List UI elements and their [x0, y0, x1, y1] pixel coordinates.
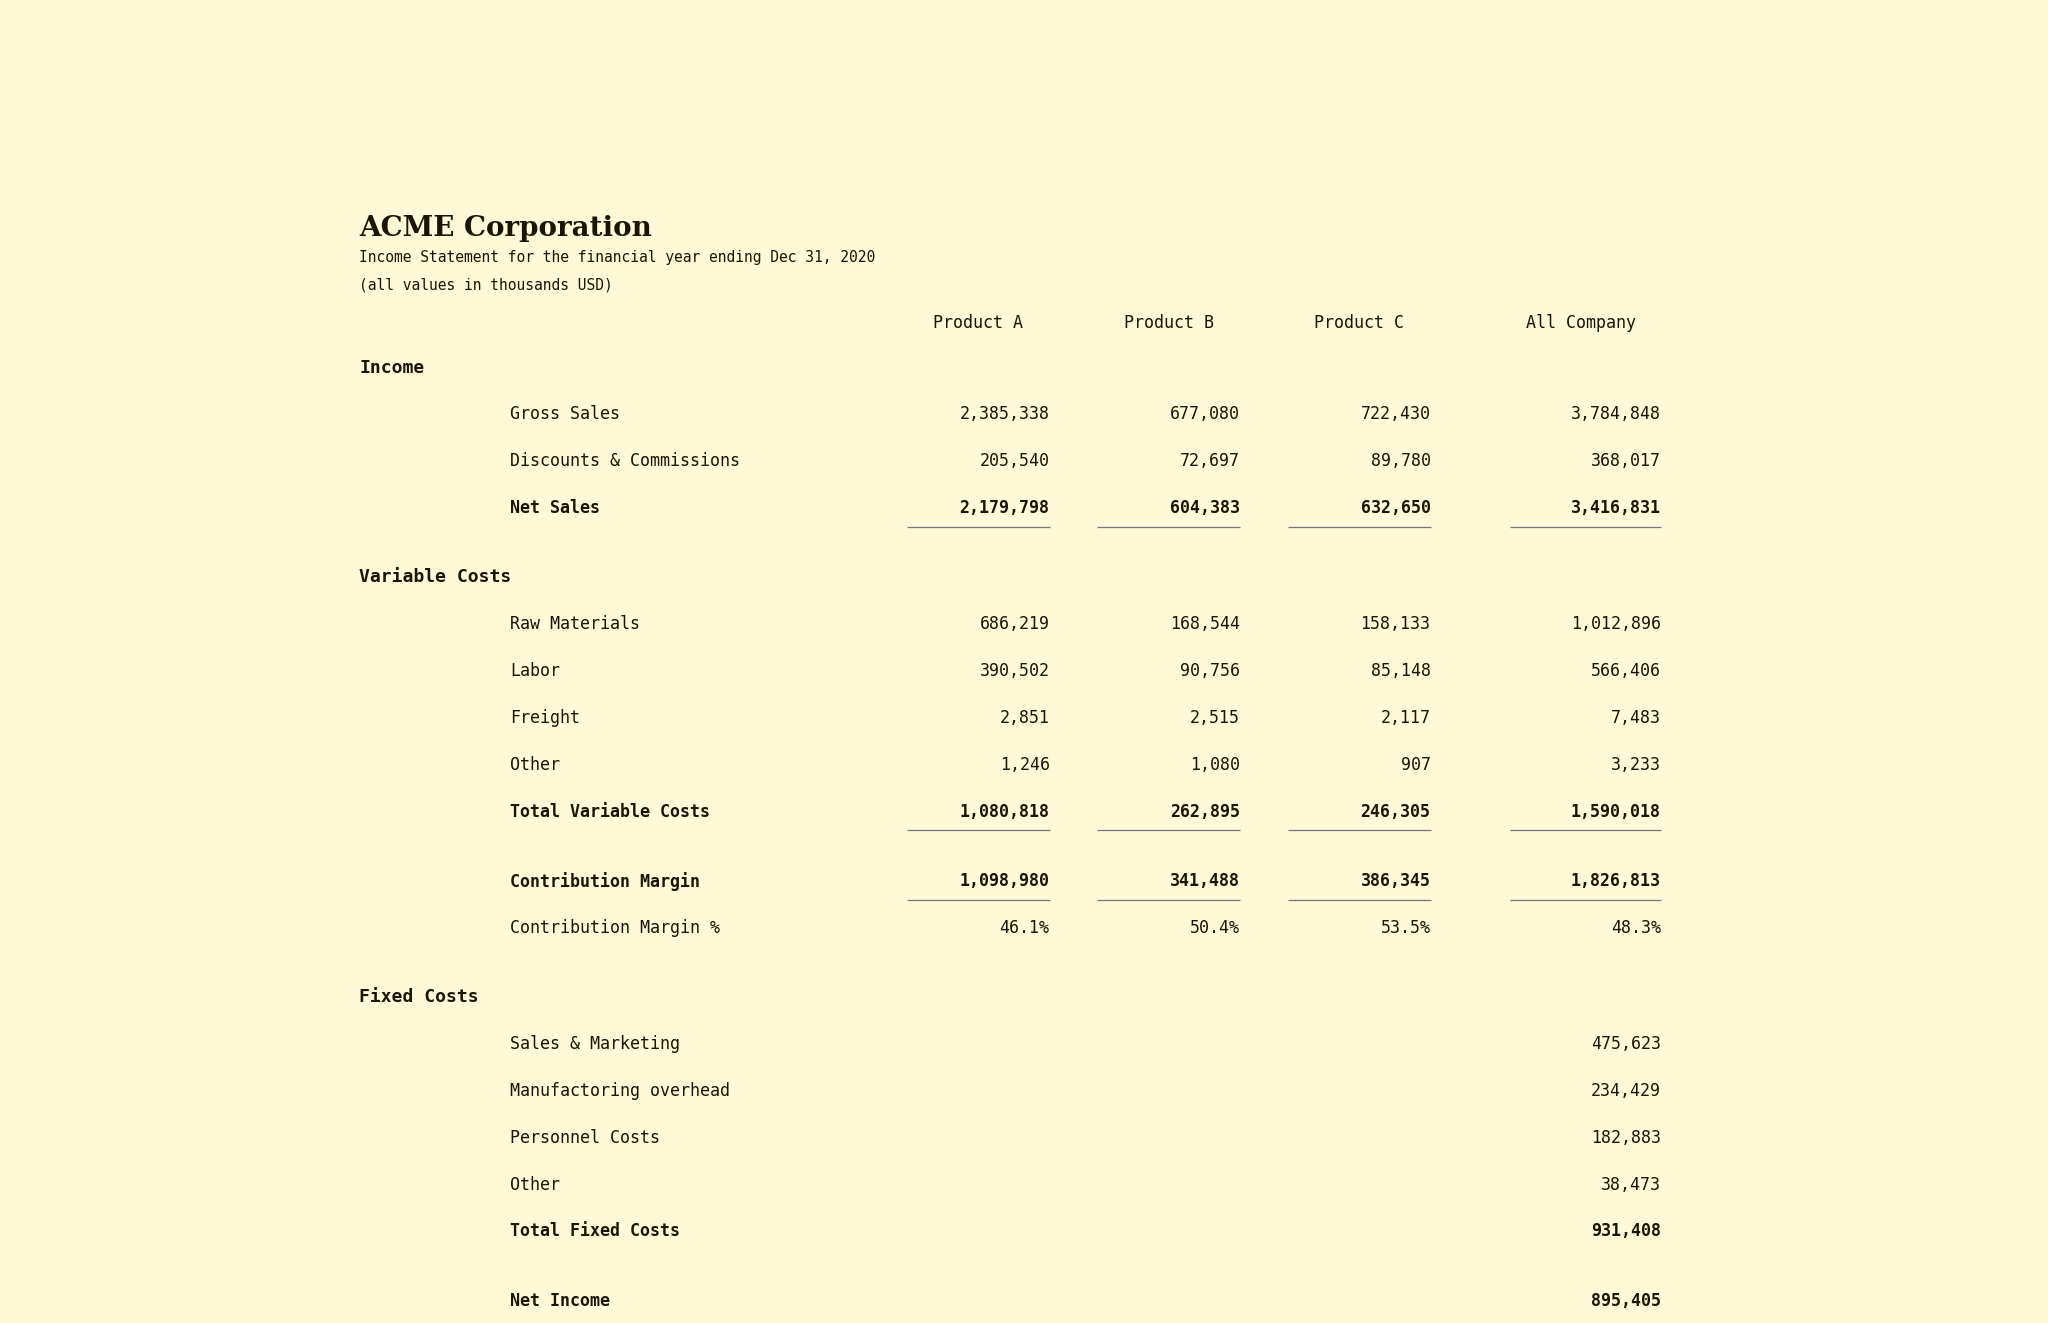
Text: 907: 907 [1401, 755, 1430, 774]
Text: 632,650: 632,650 [1360, 499, 1430, 517]
Text: 566,406: 566,406 [1591, 663, 1661, 680]
Text: Manufactoring overhead: Manufactoring overhead [510, 1082, 729, 1099]
Text: Raw Materials: Raw Materials [510, 615, 639, 634]
Text: 72,697: 72,697 [1180, 452, 1239, 470]
Text: 1,080,818: 1,080,818 [961, 803, 1049, 820]
Text: Gross Sales: Gross Sales [510, 405, 621, 423]
Text: Other: Other [510, 755, 559, 774]
Text: Contribution Margin %: Contribution Margin % [510, 919, 721, 937]
Text: 46.1%: 46.1% [999, 919, 1049, 937]
Text: 85,148: 85,148 [1370, 663, 1430, 680]
Text: 2,179,798: 2,179,798 [961, 499, 1049, 517]
Text: 931,408: 931,408 [1591, 1222, 1661, 1241]
Text: 182,883: 182,883 [1591, 1129, 1661, 1147]
Text: Fixed Costs: Fixed Costs [358, 988, 479, 1007]
Text: Other: Other [510, 1176, 559, 1193]
Text: 7,483: 7,483 [1610, 709, 1661, 728]
Text: 89,780: 89,780 [1370, 452, 1430, 470]
Text: Total Fixed Costs: Total Fixed Costs [510, 1222, 680, 1241]
Text: 1,826,813: 1,826,813 [1571, 872, 1661, 890]
Text: 53.5%: 53.5% [1380, 919, 1430, 937]
Text: 686,219: 686,219 [979, 615, 1049, 634]
Text: 341,488: 341,488 [1169, 872, 1239, 890]
Text: (all values in thousands USD): (all values in thousands USD) [358, 278, 612, 292]
Text: Net Income: Net Income [510, 1291, 610, 1310]
Text: 3,416,831: 3,416,831 [1571, 499, 1661, 517]
Text: 90,756: 90,756 [1180, 663, 1239, 680]
Text: Net Sales: Net Sales [510, 499, 600, 517]
Text: Product B: Product B [1124, 314, 1214, 332]
Text: Income: Income [358, 359, 424, 377]
Text: Freight: Freight [510, 709, 580, 728]
Text: Personnel Costs: Personnel Costs [510, 1129, 659, 1147]
Text: 50.4%: 50.4% [1190, 919, 1239, 937]
Text: 390,502: 390,502 [979, 663, 1049, 680]
Text: 158,133: 158,133 [1360, 615, 1430, 634]
Text: 262,895: 262,895 [1169, 803, 1239, 820]
Text: 3,233: 3,233 [1610, 755, 1661, 774]
Text: 2,515: 2,515 [1190, 709, 1239, 728]
Text: 895,405: 895,405 [1591, 1291, 1661, 1310]
Text: Labor: Labor [510, 663, 559, 680]
Text: Variable Costs: Variable Costs [358, 569, 512, 586]
Text: ACME Corporation: ACME Corporation [358, 214, 651, 242]
Text: 3,784,848: 3,784,848 [1571, 405, 1661, 423]
Text: 48.3%: 48.3% [1610, 919, 1661, 937]
Text: Product C: Product C [1315, 314, 1405, 332]
Text: 1,246: 1,246 [999, 755, 1049, 774]
Text: Sales & Marketing: Sales & Marketing [510, 1035, 680, 1053]
Text: 2,851: 2,851 [999, 709, 1049, 728]
Text: 1,590,018: 1,590,018 [1571, 803, 1661, 820]
Text: Income Statement for the financial year ending Dec 31, 2020: Income Statement for the financial year … [358, 250, 874, 266]
Text: 2,117: 2,117 [1380, 709, 1430, 728]
Text: 38,473: 38,473 [1602, 1176, 1661, 1193]
Text: 1,098,980: 1,098,980 [961, 872, 1049, 890]
Text: 386,345: 386,345 [1360, 872, 1430, 890]
Text: 1,080: 1,080 [1190, 755, 1239, 774]
Text: 677,080: 677,080 [1169, 405, 1239, 423]
Text: 1,012,896: 1,012,896 [1571, 615, 1661, 634]
Text: 722,430: 722,430 [1360, 405, 1430, 423]
Text: Total Variable Costs: Total Variable Costs [510, 803, 711, 820]
Text: All Company: All Company [1526, 314, 1636, 332]
Text: 604,383: 604,383 [1169, 499, 1239, 517]
Text: 234,429: 234,429 [1591, 1082, 1661, 1099]
Text: 205,540: 205,540 [979, 452, 1049, 470]
Text: Discounts & Commissions: Discounts & Commissions [510, 452, 739, 470]
Text: Contribution Margin: Contribution Margin [510, 872, 700, 890]
Text: 368,017: 368,017 [1591, 452, 1661, 470]
Text: 246,305: 246,305 [1360, 803, 1430, 820]
Text: Product A: Product A [934, 314, 1024, 332]
Text: 475,623: 475,623 [1591, 1035, 1661, 1053]
Text: 168,544: 168,544 [1169, 615, 1239, 634]
Text: 2,385,338: 2,385,338 [961, 405, 1049, 423]
